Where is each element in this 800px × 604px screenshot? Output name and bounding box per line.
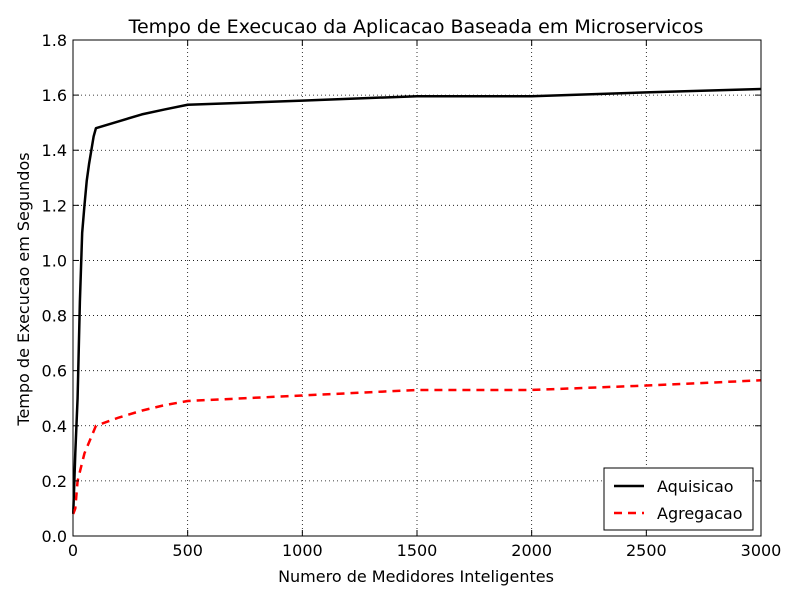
y-tick-label: 0.2: [42, 472, 67, 491]
x-axis-label: Numero de Medidores Inteligentes: [278, 567, 554, 586]
plot-series: [71, 87, 762, 515]
x-tick-label: 1500: [397, 541, 438, 560]
y-axis-label: Tempo de Execucao em Segundos: [14, 152, 33, 426]
y-tick-label: 1.2: [42, 196, 67, 215]
y-tick-label: 1.6: [42, 86, 67, 105]
legend-box: [603, 467, 754, 531]
y-tick-label: 1.4: [42, 141, 67, 160]
chart-title: Tempo de Execucao da Aplicacao Baseada e…: [128, 16, 704, 38]
y-tick-label: 0.0: [42, 527, 67, 546]
y-tick-label: 1.8: [42, 31, 67, 50]
y-tick-label: 0.8: [42, 307, 67, 326]
axis-ticks: 0 500 1000 1500 2000 2500 3000 0.0 0.2 0.4 0.6 0.8 1…: [42, 31, 782, 560]
y-tick-label: 0.6: [42, 362, 67, 381]
y-tick-label: 1.0: [42, 251, 67, 270]
x-tick-label: 1000: [282, 541, 323, 560]
x-tick-label: 500: [172, 541, 203, 560]
series-line-aquisicao: [71, 87, 762, 515]
legend: Aquisicao Agregacao: [603, 467, 754, 531]
x-tick-label: 2000: [511, 541, 552, 560]
legend-label: Agregacao: [657, 504, 743, 523]
y-tick-label: 0.4: [42, 417, 67, 436]
legend-label: Aquisicao: [657, 477, 734, 496]
x-tick-label: 3000: [741, 541, 782, 560]
grid-lines: [73, 40, 761, 536]
x-tick-label: 0: [68, 541, 78, 560]
x-tick-label: 2500: [626, 541, 667, 560]
